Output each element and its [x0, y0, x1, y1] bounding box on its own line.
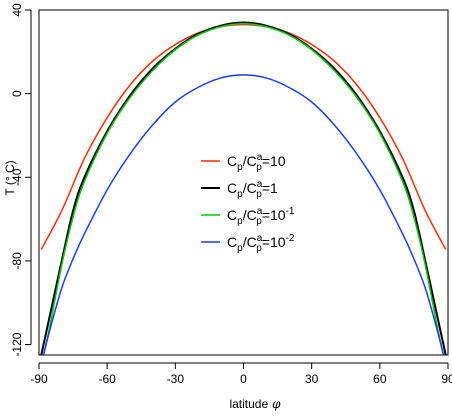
legend-entry-1: Cp/Ca p=10 [201, 152, 286, 173]
y-axis-label: T (° C) [3, 160, 17, 195]
x-axis: -90 -60 -30 0 30 60 90 [30, 362, 452, 386]
y-tick-label: -40 [10, 168, 24, 186]
y-tick-label: -80 [10, 252, 24, 270]
legend-label: Cp/Ca p=10-1 [227, 206, 295, 227]
series-line-3 [42, 22, 445, 355]
x-tick-label: 30 [305, 372, 319, 386]
legend-label: Cp/Ca p=1 [227, 179, 278, 200]
series-line-4 [42, 74, 445, 355]
x-tick-label: 0 [240, 372, 247, 386]
y-tick-label: 40 [10, 3, 24, 17]
y-tick-label: -120 [10, 332, 24, 356]
series-line-1 [40, 23, 447, 250]
legend-entry-3: Cp/Ca p=10-1 [201, 206, 295, 227]
x-tick-label: 90 [441, 372, 452, 386]
x-tick-label: -90 [30, 372, 48, 386]
x-axis-label-text: latitude [229, 397, 268, 411]
y-axis: -120 -80 -40 0 40 [10, 3, 32, 357]
x-tick-label: 60 [373, 372, 387, 386]
legend-label: Cp/Ca p=10 [227, 152, 286, 173]
plot-box [38, 9, 449, 356]
x-tick-label: -30 [167, 372, 185, 386]
series-layer [40, 21, 447, 355]
y-tick-label: 0 [10, 90, 24, 97]
legend-entry-4: Cp/Ca p=10-2 [201, 233, 295, 254]
series-line-2 [40, 21, 447, 355]
x-axis-label-symbol: φ [272, 397, 281, 411]
legend-label: Cp/Ca p=10-2 [227, 233, 295, 254]
x-axis-label: latitude φ [229, 397, 281, 411]
plot-frame [38, 9, 449, 356]
legend: Cp/Ca p=10 Cp/Ca p=1 Cp/Ca p=10-1 Cp/Ca p=10-2 [201, 152, 295, 254]
legend-entry-2: Cp/Ca p=1 [201, 179, 278, 200]
x-tick-label: -60 [98, 372, 116, 386]
